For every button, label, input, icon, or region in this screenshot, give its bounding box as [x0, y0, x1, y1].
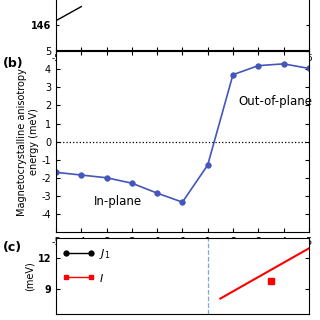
Text: (b): (b): [3, 57, 24, 70]
Text: $J_1$: $J_1$: [99, 247, 110, 261]
X-axis label: Strain (%): Strain (%): [149, 250, 216, 263]
Y-axis label: (meV): (meV): [25, 261, 35, 291]
Text: $I$: $I$: [99, 271, 104, 284]
X-axis label: Strain (%): Strain (%): [151, 65, 214, 75]
Y-axis label: Magnetocrystalline anisotropy
energy (meV): Magnetocrystalline anisotropy energy (me…: [17, 68, 39, 216]
Text: (c): (c): [3, 241, 22, 254]
Text: Out-of-plane: Out-of-plane: [238, 95, 312, 108]
Text: In-plane: In-plane: [94, 195, 142, 208]
